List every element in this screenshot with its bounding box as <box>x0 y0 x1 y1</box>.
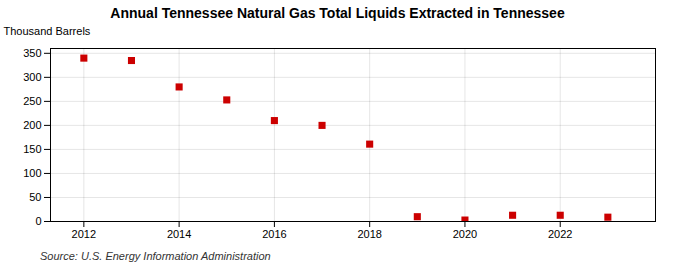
svg-text:100: 100 <box>23 167 41 179</box>
svg-text:200: 200 <box>23 119 41 131</box>
svg-text:2016: 2016 <box>262 228 286 240</box>
svg-text:50: 50 <box>29 191 41 203</box>
svg-text:2022: 2022 <box>548 228 572 240</box>
svg-text:Thousand Barrels: Thousand Barrels <box>4 25 91 37</box>
svg-text:2020: 2020 <box>453 228 477 240</box>
svg-text:2018: 2018 <box>357 228 381 240</box>
html-text:Annual Tennessee Natural Gas T: Annual Tennessee Natural Gas Total Liqui… <box>110 5 565 21</box>
svg-text:350: 350 <box>23 47 41 59</box>
svg-text:2012: 2012 <box>72 228 96 240</box>
svg-text:150: 150 <box>23 143 41 155</box>
html-text:Source: U.S. Energy Informatio: Source: U.S. Energy Information Administ… <box>40 250 271 262</box>
svg-text:0: 0 <box>35 215 41 227</box>
svg-text:250: 250 <box>23 95 41 107</box>
svg-text:300: 300 <box>23 71 41 83</box>
svg-text:2014: 2014 <box>167 228 191 240</box>
